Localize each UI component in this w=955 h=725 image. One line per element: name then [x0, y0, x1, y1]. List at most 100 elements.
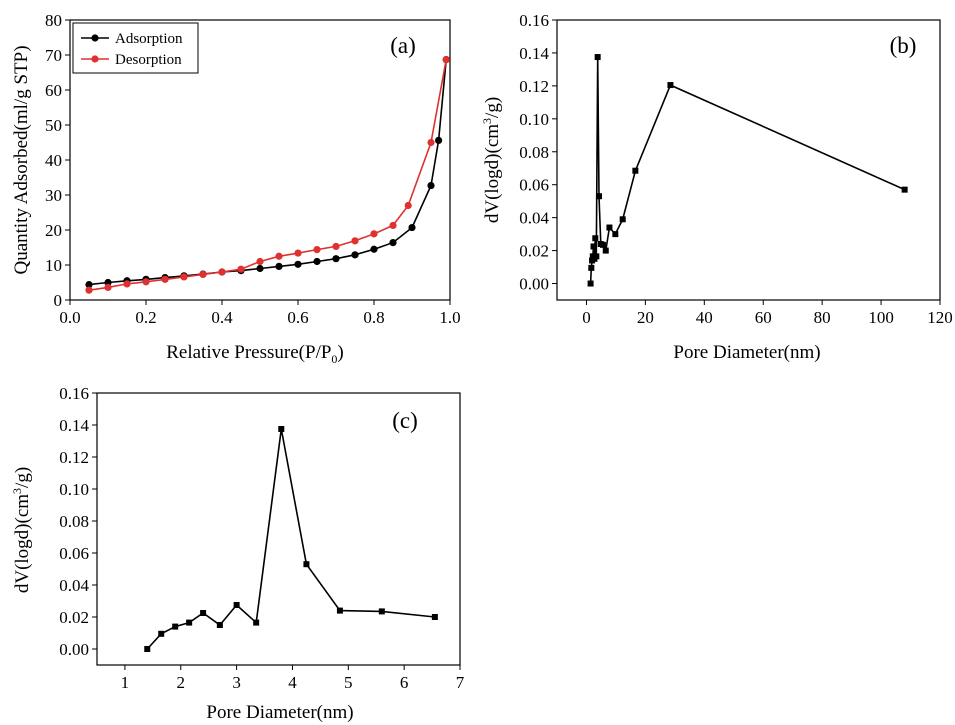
data-point	[612, 231, 619, 238]
data-point	[442, 55, 450, 64]
x-tick-label: 1.0	[439, 308, 460, 327]
x-axis-label-main: Relative Pressure(P/P	[166, 342, 331, 363]
x-axis-label: Pore Diameter(nm)	[206, 702, 353, 723]
data-point	[216, 622, 223, 628]
x-tick-label: 0.6	[287, 308, 308, 327]
data-point	[588, 264, 595, 271]
data-point	[594, 54, 601, 61]
data-point	[378, 608, 385, 615]
y-tick-label: 0.10	[519, 110, 549, 129]
data-point	[587, 280, 594, 287]
y-tick-label: 0.12	[519, 77, 549, 96]
data-point	[294, 260, 302, 268]
data-point	[667, 82, 674, 89]
chart-b: 0 20 40 60 80 100 120 0.00 0.02 0.04 0.06 0.08 0.10 0…	[480, 11, 953, 363]
data-point	[104, 283, 112, 291]
x-tick-label: 20	[637, 308, 654, 327]
legend-label: Adsorption	[115, 31, 183, 47]
legend-marker	[91, 34, 99, 42]
y-tick-label: 50	[45, 116, 62, 135]
data-point	[313, 246, 321, 254]
y-tick-label: 80	[45, 11, 62, 30]
y-tick-label: 10	[45, 256, 62, 275]
data-point	[303, 561, 310, 568]
x-tick-label: 3	[232, 673, 241, 692]
data-point	[186, 619, 193, 626]
x-tick-label: 100	[868, 308, 894, 327]
data-point	[408, 223, 416, 232]
y-axis-label: Quantity Adsorbed(ml/g STP)	[11, 45, 32, 274]
y-tick-label: 0.16	[59, 384, 89, 403]
y-tick-label: 0.08	[519, 143, 549, 162]
x-tick-label: 0.8	[363, 308, 384, 327]
y-tick-label: 0.04	[519, 209, 549, 228]
y-tick-label: 0.06	[519, 176, 549, 195]
x-tick-label: 6	[400, 673, 409, 692]
data-point	[370, 245, 378, 253]
x-tick-label: 7	[456, 673, 465, 692]
data-point	[123, 280, 131, 288]
data-point	[275, 252, 283, 260]
x-axis-label-subscript: 0	[331, 352, 337, 366]
data-point	[427, 181, 435, 190]
x-axis-label: Pore Diameter(nm)	[673, 342, 820, 363]
panel-label: (b)	[890, 33, 917, 58]
y-axis-label: dV(logd)(cm3/g)	[10, 467, 33, 593]
data-point	[85, 281, 93, 289]
y-tick-label: 70	[45, 46, 62, 65]
data-point	[619, 216, 626, 223]
x-tick-label: 5	[344, 673, 353, 692]
x-tick-label: 0.2	[135, 308, 156, 327]
y-tick-label: 0.02	[59, 608, 89, 627]
panel-label: (a)	[390, 33, 416, 58]
y-axis-label-superscript: 3	[10, 488, 24, 494]
data-point	[172, 623, 179, 630]
y-axis-label-superscript: 3	[480, 118, 494, 124]
x-tick-label: 1	[121, 673, 130, 692]
data-point	[275, 262, 283, 270]
x-tick-label: 120	[927, 308, 953, 327]
y-tick-label: 0.04	[59, 576, 89, 595]
data-point	[200, 610, 207, 616]
data-point	[595, 193, 602, 200]
y-axis-label-tail: /g)	[482, 97, 503, 118]
data-point	[158, 630, 165, 637]
data-point	[602, 247, 609, 254]
data-point	[180, 273, 188, 281]
data-point	[294, 249, 302, 257]
y-axis-label: dV(logd)(cm3/g)	[480, 97, 503, 223]
data-point	[431, 614, 438, 620]
data-point	[218, 268, 226, 276]
data-point	[351, 237, 359, 245]
data-point	[370, 230, 378, 238]
y-tick-label: 0.14	[59, 416, 89, 435]
x-tick-label: 40	[696, 308, 713, 327]
y-tick-label: 0	[54, 291, 63, 310]
y-tick-label: 30	[45, 186, 62, 205]
data-point	[85, 286, 93, 294]
data-point	[256, 264, 264, 273]
x-axis-label-close: )	[337, 342, 343, 363]
data-point	[427, 138, 435, 147]
y-tick-label: 0.10	[59, 480, 89, 499]
data-point	[233, 602, 240, 608]
data-point	[389, 221, 397, 230]
y-axis-label-main: dV(logd)(cm	[482, 124, 503, 223]
y-tick-label: 0.06	[59, 544, 89, 563]
legend-marker	[91, 55, 99, 63]
series-line	[146, 428, 435, 650]
x-tick-label: 2	[177, 673, 186, 692]
legend-box	[72, 22, 199, 74]
data-point	[351, 251, 359, 259]
data-point	[161, 275, 169, 283]
plot-frame	[96, 392, 461, 666]
y-tick-label: 0.08	[59, 512, 89, 531]
data-point	[593, 253, 600, 260]
chart-c: 1 2 3 4 5 6 7 0.00 0.02 0.04 0.06 0.08 0.10 0.12 0.14 0…	[10, 384, 465, 723]
y-axis-label-main: dV(logd)(cm	[12, 494, 33, 593]
data-point	[389, 239, 397, 247]
data-point	[632, 167, 639, 174]
x-tick-label: 60	[755, 308, 772, 327]
data-point	[199, 270, 207, 279]
